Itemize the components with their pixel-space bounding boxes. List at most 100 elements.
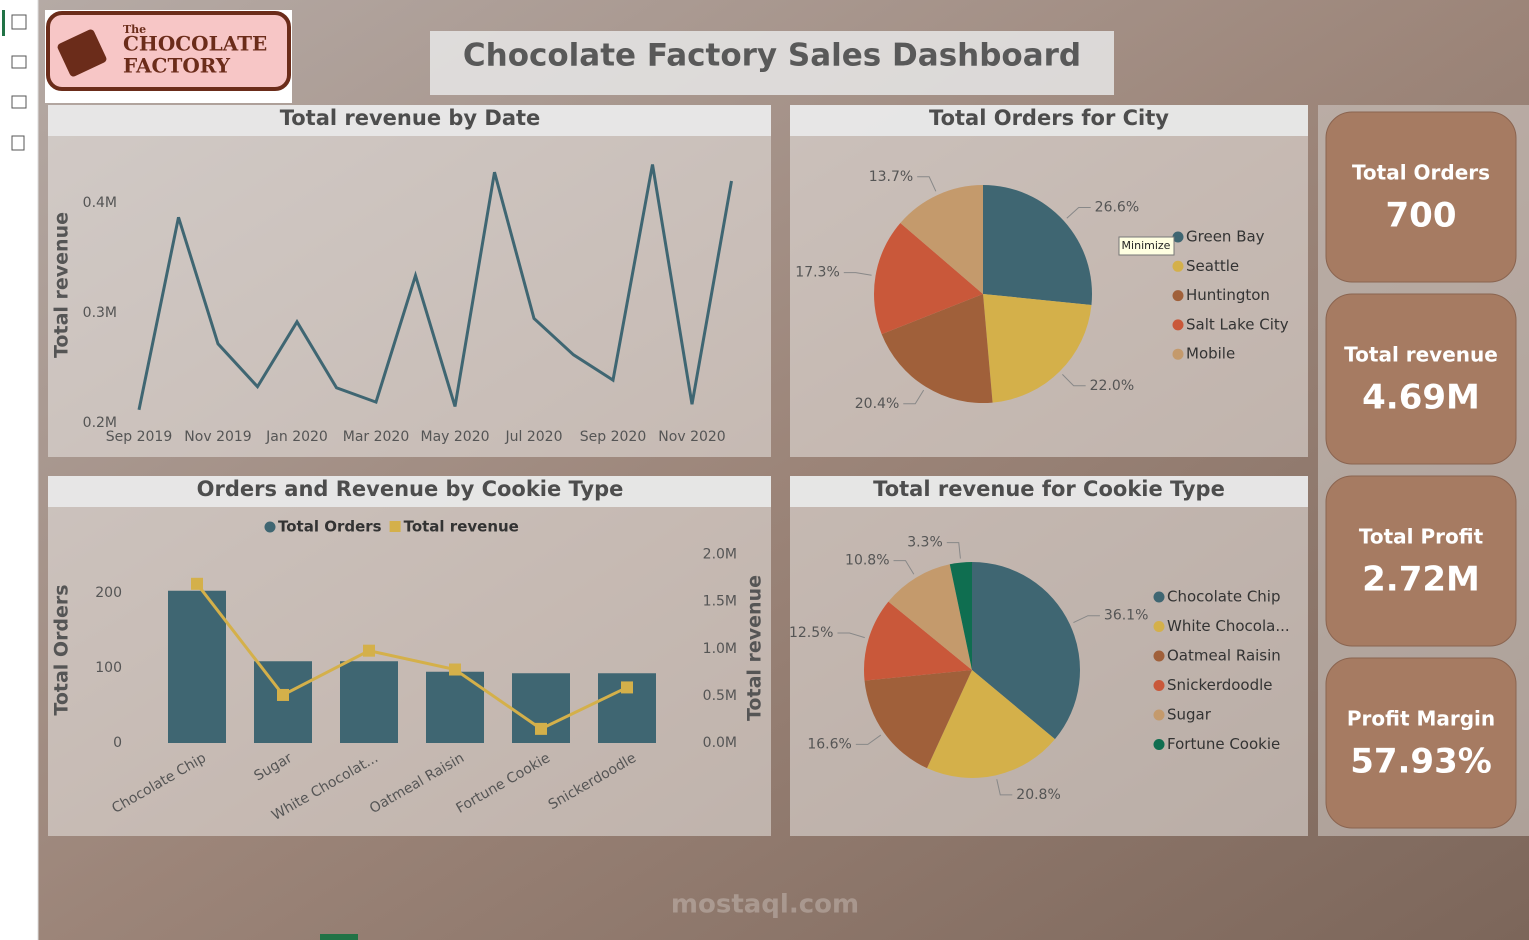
logo-badge — [46, 11, 291, 91]
data-label: 26.6% — [1095, 199, 1139, 215]
data-label: 17.3% — [795, 265, 839, 281]
dax-icon[interactable] — [11, 135, 25, 151]
legend-label: Sugar — [1167, 706, 1212, 724]
legend-label: Fortune Cookie — [1167, 735, 1280, 753]
kpi-card — [1325, 475, 1517, 647]
legend-marker — [1153, 680, 1165, 691]
active-marker — [2, 10, 5, 36]
legend-label: Huntington — [1186, 286, 1270, 304]
legend-marker — [1172, 319, 1184, 331]
y2-tick-label: 1.0M — [703, 641, 737, 657]
kpi-label: Total Profit — [1359, 525, 1484, 549]
data-label: 20.8% — [1016, 787, 1060, 803]
kpi-value: 4.69M — [1362, 378, 1480, 418]
y-axis-title: Total Orders — [51, 584, 73, 715]
legend-marker — [1153, 739, 1165, 750]
line-marker — [449, 663, 461, 676]
legend-marker — [1172, 290, 1184, 302]
legend-label: Seattle — [1186, 257, 1239, 275]
x-tick-label: Jul 2020 — [505, 429, 563, 445]
x-tick-label: Sep 2019 — [106, 429, 172, 445]
kpi-card — [1325, 111, 1517, 283]
y2-axis-title: Total revenue — [744, 575, 766, 721]
logo-icon — [57, 29, 107, 77]
kpi-label: Total Orders — [1352, 161, 1490, 185]
y2-tick-label: 0.0M — [703, 735, 737, 751]
y-tick-label: 200 — [95, 585, 122, 601]
x-tick-label: Sep 2020 — [580, 429, 646, 445]
leader-line — [946, 542, 961, 559]
pie-slice — [972, 562, 1080, 740]
leader-line — [903, 389, 925, 405]
legend-label: Green Bay — [1186, 228, 1265, 246]
leader-line — [1066, 206, 1091, 219]
report-icon[interactable] — [11, 14, 27, 30]
legend-label: Chocolate Chip — [1167, 588, 1281, 606]
pie-slice — [900, 185, 983, 294]
legend-marker — [1153, 621, 1165, 632]
line-marker — [621, 681, 633, 694]
leader-line — [843, 272, 872, 276]
kpi-label: Profit Margin — [1347, 707, 1495, 731]
tooltip: Minimize — [1122, 239, 1171, 252]
x-tick-label: Jan 2020 — [265, 429, 328, 445]
x-tick-label: May 2020 — [420, 429, 489, 445]
data-label: 20.4% — [855, 396, 899, 412]
leader-line — [893, 560, 915, 575]
y-tick-label: 0 — [113, 735, 122, 751]
panel-title: Total Orders for City — [929, 106, 1169, 130]
data-label: 36.1% — [1104, 608, 1148, 624]
sidebar — [0, 0, 38, 940]
pie-slice — [888, 564, 972, 670]
leader-line — [1073, 615, 1100, 623]
pie-slice — [949, 562, 972, 670]
dashboard-title: Chocolate Factory Sales Dashboard — [463, 38, 1081, 74]
y2-tick-label: 1.5M — [703, 594, 737, 610]
panel-title: Orders and Revenue by Cookie Type — [197, 477, 624, 501]
legend-label: Oatmeal Raisin — [1167, 647, 1281, 665]
x-tick-label: Nov 2020 — [658, 429, 725, 445]
revenue-line — [195, 582, 628, 731]
leader-line — [855, 734, 882, 745]
panel-header — [790, 476, 1308, 507]
pie-slice — [874, 222, 983, 335]
model-icon[interactable] — [11, 95, 27, 109]
data-icon[interactable] — [11, 55, 27, 69]
y2-tick-label: 2.0M — [703, 547, 737, 563]
tooltip-box — [1118, 236, 1175, 256]
y-tick-label: 0.4M — [83, 195, 117, 211]
kpi-cards: Total Orders 700 Total revenue 4.69M Total P… — [1325, 111, 1517, 829]
panel-title: Total revenue by Date — [280, 106, 541, 130]
x-tick-label: Mar 2020 — [343, 429, 410, 445]
kpi-value: 57.93% — [1350, 742, 1492, 782]
logo-line2: FACTORY — [123, 54, 231, 78]
legend-label: Total revenue — [404, 518, 519, 536]
pie-slice — [881, 294, 993, 403]
watermark: mostaql.com — [671, 890, 859, 920]
line-marker — [191, 577, 203, 590]
data-label: 3.3% — [907, 535, 943, 551]
legend-marker — [1172, 231, 1184, 243]
legend-marker — [1153, 591, 1165, 603]
page-tab[interactable] — [320, 934, 358, 940]
legend-label: Total Orders — [278, 518, 382, 536]
panel-header — [48, 476, 771, 507]
line-marker — [535, 722, 547, 735]
data-label: 22.0% — [1090, 378, 1134, 394]
x-tick-label: Nov 2019 — [184, 429, 251, 445]
leader-line — [1062, 374, 1086, 387]
y-tick-label: 100 — [95, 660, 122, 676]
data-label: 13.7% — [869, 169, 913, 185]
data-label: 10.8% — [845, 553, 889, 569]
data-label: 12.5% — [789, 625, 833, 641]
bar — [168, 590, 226, 743]
pie-slice — [983, 185, 1092, 305]
line-marker — [277, 688, 289, 701]
bar — [340, 661, 398, 743]
panel-header — [48, 105, 771, 136]
kpi-label: Total revenue — [1344, 343, 1498, 367]
panel-header — [790, 105, 1308, 136]
y-axis-title: Total revenue — [51, 212, 73, 358]
